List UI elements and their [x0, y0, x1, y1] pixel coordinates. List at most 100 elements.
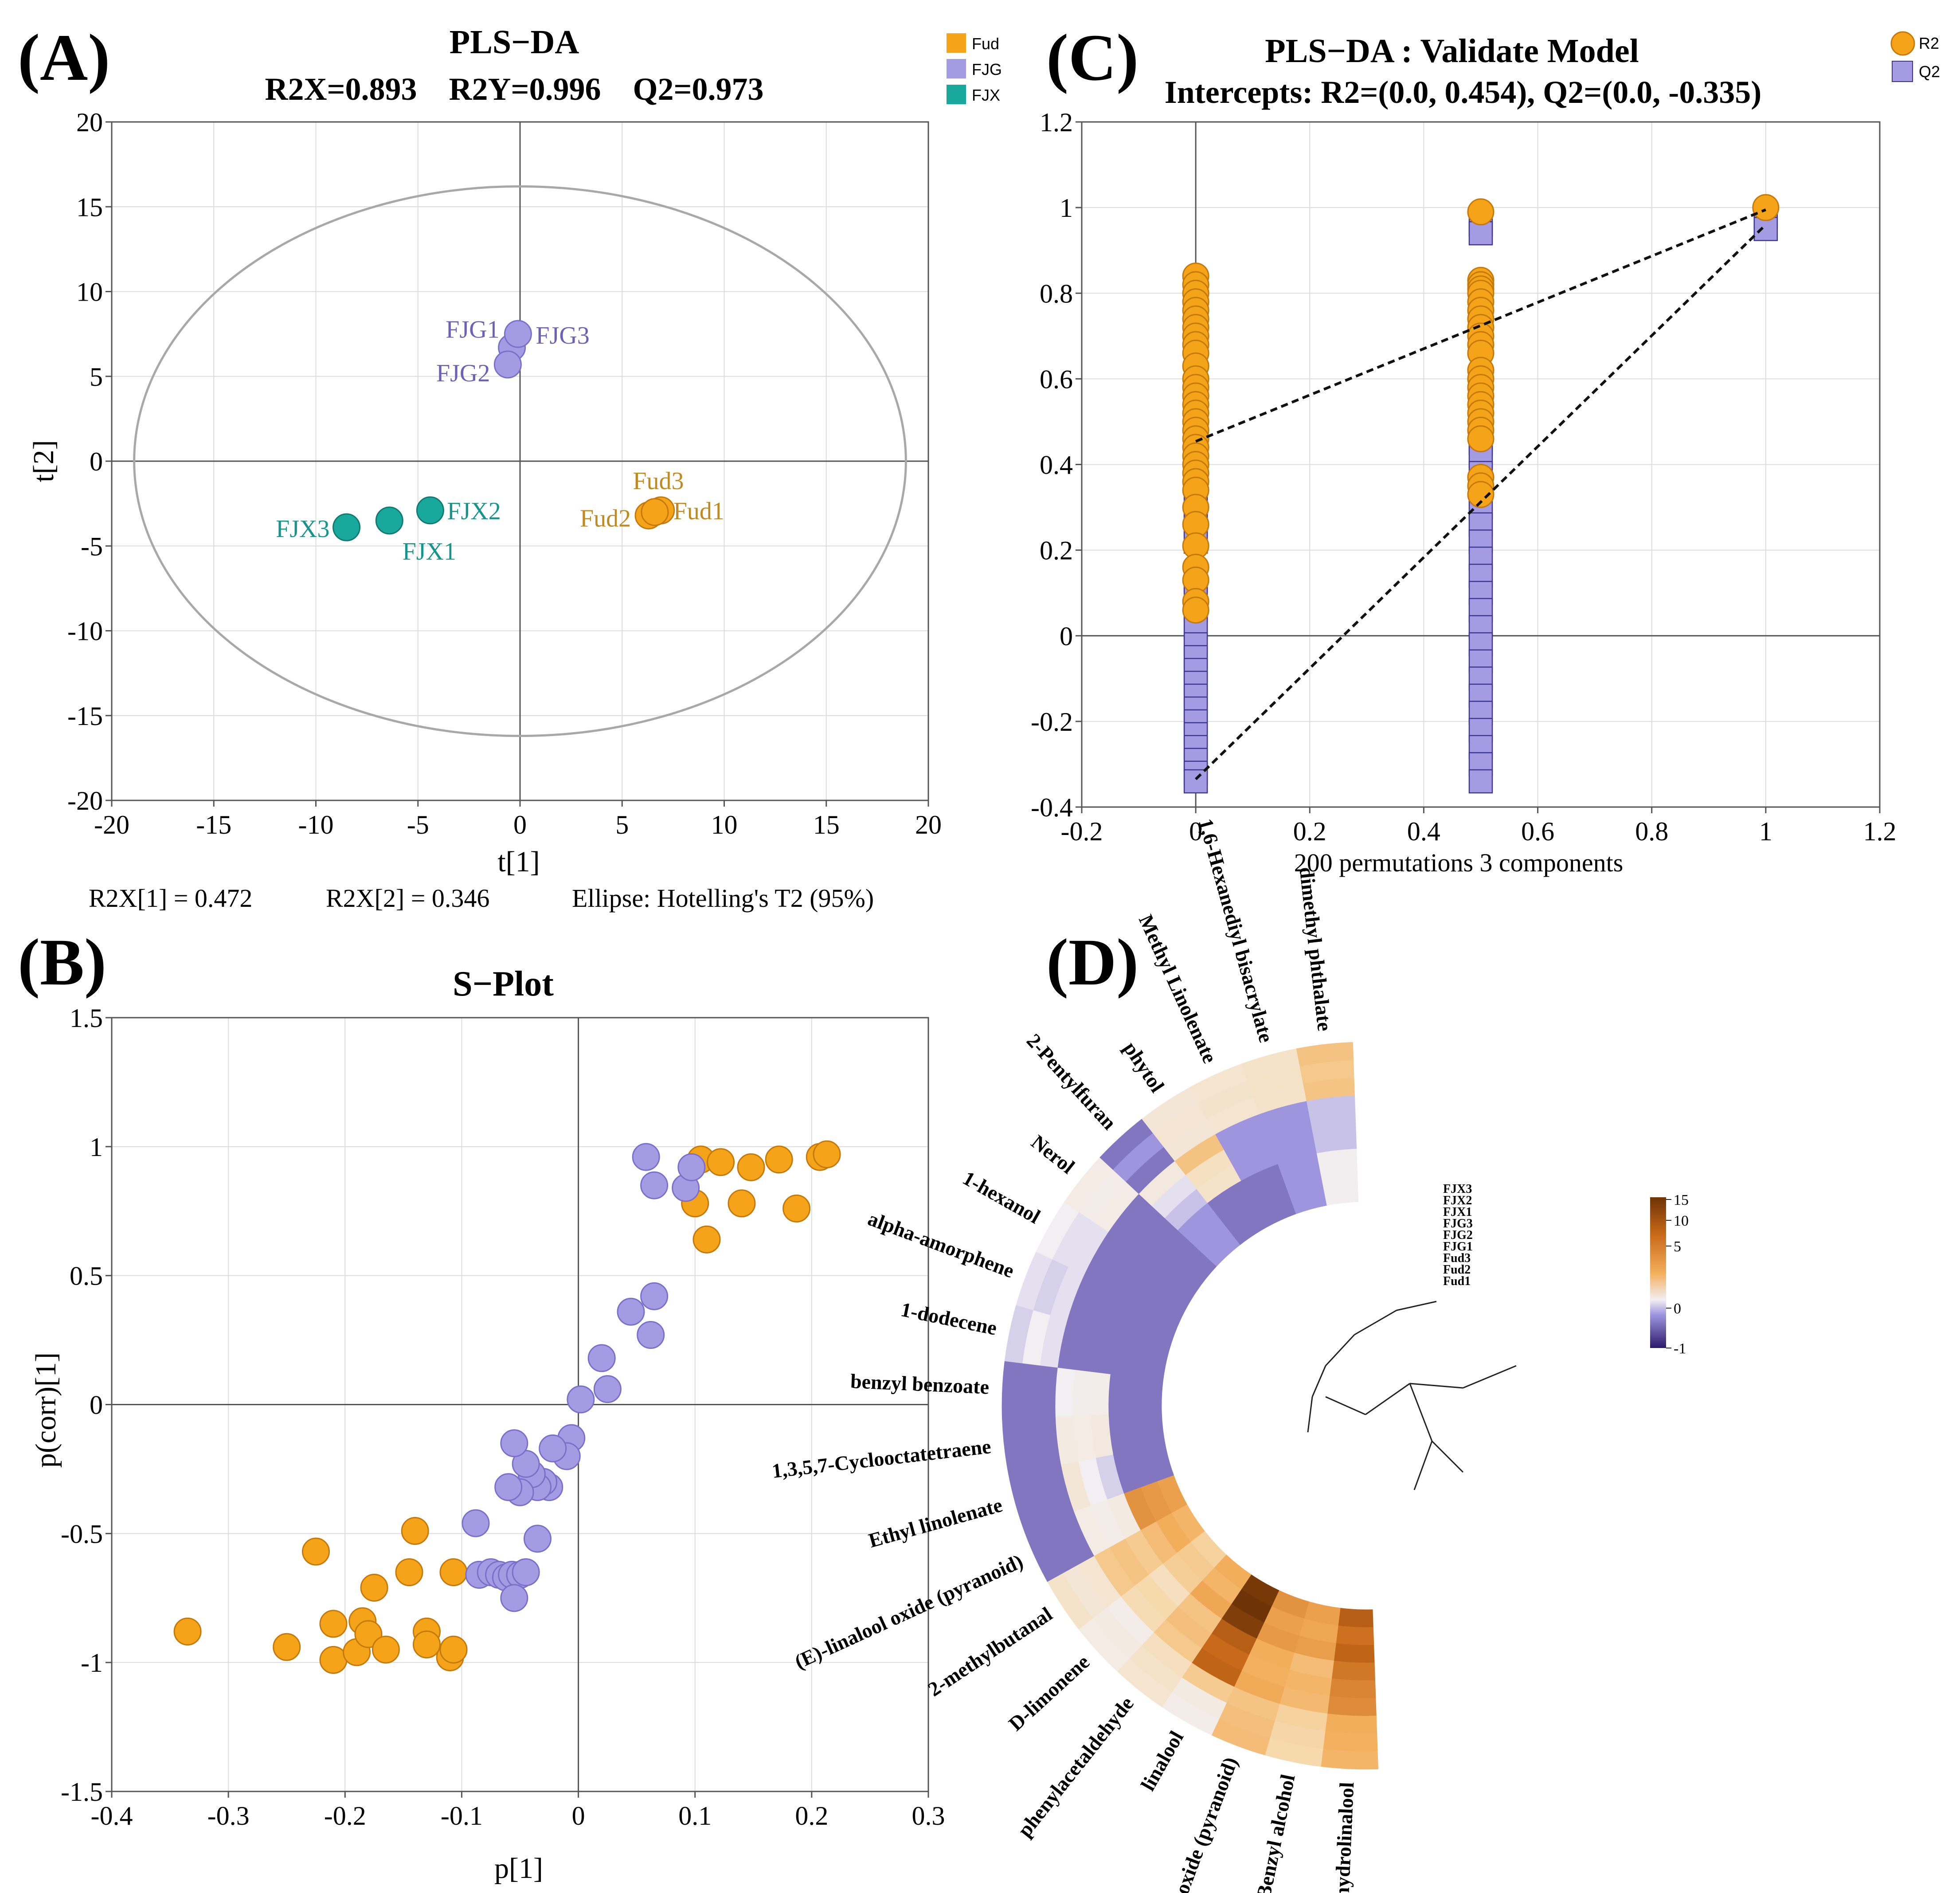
compound-label: phytol — [1119, 1038, 1169, 1097]
dendrogram-branch — [1396, 1301, 1437, 1311]
s-plot-point-fjg — [500, 1429, 528, 1458]
sample-row-label: Fud2 — [1443, 1263, 1471, 1277]
s-plot-point-fud — [728, 1189, 756, 1218]
s-plot-point-fud — [319, 1646, 348, 1674]
heatmap-cell — [1189, 1063, 1248, 1104]
compound-label: Methyl Linolenate — [1135, 911, 1221, 1066]
r2-permutation-circle — [1182, 596, 1209, 624]
y-tick-label: 15 — [76, 192, 103, 222]
x-tick-label: 1.2 — [1863, 817, 1897, 846]
heatmap-cell — [1002, 1361, 1023, 1419]
heatmap-cell — [1019, 1363, 1040, 1418]
score-point-fjx3 — [333, 513, 361, 541]
x-tick-label: 0.8 — [1635, 817, 1668, 846]
x-tick-label: -20 — [94, 810, 129, 839]
y-tick-label: -1.5 — [61, 1777, 103, 1807]
y-tick-label: 1 — [90, 1133, 103, 1162]
compound-label: 1,6-Hexanediyl bisacrylate — [1194, 816, 1278, 1045]
y-tick-label: -1 — [81, 1648, 103, 1677]
s-plot-point-fjg — [640, 1171, 669, 1199]
x-tick-label: -15 — [196, 810, 231, 839]
score-label-fjg3: FJG3 — [536, 322, 589, 349]
heatmap-cell — [1064, 1157, 1113, 1213]
compound-label: Benzyl alcohol — [1252, 1772, 1299, 1893]
legend-label-q2: Q2 — [1919, 63, 1940, 81]
dendrogram-branch — [1463, 1365, 1517, 1389]
heatmap-cell — [1117, 1658, 1173, 1708]
heatmap-cell — [1141, 1087, 1198, 1133]
s-plot-point-fud — [372, 1635, 400, 1664]
s-plot-point-fud — [707, 1148, 735, 1176]
compound-label: Nerol — [1027, 1130, 1079, 1178]
s-plot-point-fud — [439, 1558, 468, 1587]
colorbar-tick-label: -1 — [1674, 1340, 1686, 1357]
score-label-fjx1: FJX1 — [403, 538, 456, 565]
heatmap-cell — [1072, 1370, 1093, 1416]
score-point-fjg2 — [493, 350, 522, 379]
heatmap-cell — [1296, 1042, 1354, 1066]
x-tick-label: -0.4 — [91, 1801, 133, 1830]
panel-d-colorbar: 15 10 5 0 -1 — [1650, 1192, 1689, 1357]
x-tick-label: -10 — [298, 810, 334, 839]
s-plot-point-fud — [354, 1620, 383, 1648]
y-tick-label: -20 — [67, 786, 103, 815]
x-tick-label: 0.6 — [1521, 817, 1554, 846]
s-plot-point-fud — [319, 1610, 348, 1638]
panel-b-plot-area: -0.4 -0.3 -0.2 -0.1 0 0.1 0.2 0.3 -1.5 -1 -0.5 0 0.5… — [61, 1003, 945, 1830]
heatmap-cell — [1331, 1661, 1376, 1681]
y-tick-label: 0 — [90, 447, 103, 476]
score-label-fjx2: FJX2 — [447, 498, 501, 525]
y-tick-label: 0.4 — [1040, 451, 1073, 480]
s-plot-point-fud — [273, 1633, 301, 1661]
score-label-fjx3: FJX3 — [276, 515, 329, 543]
sample-row-label: Fud1 — [1443, 1274, 1471, 1288]
dendrogram-branch — [1409, 1383, 1433, 1442]
x-tick-label: 15 — [813, 810, 840, 839]
panel-a-footer-r2x2: R2X[2] = 0.346 — [326, 884, 489, 913]
panel-a-subtitle: R2X=0.893 R2Y=0.996 Q2=0.973 — [265, 71, 763, 107]
x-tick-label: -5 — [407, 810, 429, 839]
panel-b-x-label: p[1] — [494, 1852, 543, 1885]
heatmap-cell — [1008, 1471, 1041, 1530]
r2-permutation-circle — [1467, 425, 1494, 453]
heatmap-cell — [1023, 1524, 1064, 1583]
x-tick-label: 0.3 — [912, 1801, 945, 1830]
heatmap-cell — [1002, 1417, 1026, 1475]
legend-label-r2: R2 — [1919, 34, 1939, 52]
s-plot-point-fud — [360, 1573, 388, 1602]
y-tick-label: 1 — [1060, 193, 1073, 223]
panel-label-b: (B) — [18, 925, 106, 999]
s-plot-point-fud — [173, 1617, 202, 1646]
colorbar-tick-label: 0 — [1674, 1301, 1681, 1317]
heatmap-cell — [1108, 1374, 1128, 1415]
sample-row-label: FJG3 — [1443, 1217, 1473, 1231]
heatmap-cell — [1143, 1412, 1166, 1448]
panel-a-pls-da-scores: (A) PLS−DA R2X=0.893 R2Y=0.996 Q2=0.973 … — [18, 21, 1002, 913]
heatmap-cell — [1334, 1643, 1375, 1663]
s-plot-point-fud — [302, 1537, 330, 1566]
s-plot-point-fud — [765, 1145, 793, 1174]
sample-row-label: FJG2 — [1443, 1228, 1473, 1242]
heatmap-cell — [1211, 1719, 1271, 1756]
s-plot-point-fjg — [617, 1297, 645, 1326]
y-tick-label: -10 — [67, 617, 103, 646]
q2-permutation-square — [1183, 769, 1208, 794]
dendrogram-branch — [1354, 1309, 1397, 1336]
panel-b-y-label: p(corr)[1] — [30, 1352, 62, 1468]
y-tick-label: -0.2 — [1031, 707, 1073, 737]
score-label-fud1: Fud1 — [673, 498, 724, 525]
panel-a-plot-area: -20 -15 -10 -5 0 5 10 15 20 -20 -15 -10 -5 0 5 10 15 20 Fu… — [67, 108, 942, 839]
heatmap-cell — [1323, 1184, 1359, 1206]
x-tick-label: -0.2 — [324, 1801, 366, 1830]
s-plot-point-fud — [737, 1153, 765, 1181]
y-tick-label: 0.2 — [1040, 536, 1073, 565]
heatmap-cell — [1016, 1251, 1052, 1311]
legend-label-fud: Fud — [972, 35, 999, 53]
score-label-fjg2: FJG2 — [436, 360, 490, 387]
dendrogram-branch — [1365, 1383, 1410, 1415]
sample-row-label: FJX3 — [1443, 1182, 1472, 1196]
panel-label-c: (C) — [1046, 21, 1138, 94]
y-tick-label: 0.5 — [70, 1262, 103, 1291]
x-tick-label: 10 — [711, 810, 738, 839]
compound-label: 2-methylbutanal — [924, 1603, 1056, 1701]
